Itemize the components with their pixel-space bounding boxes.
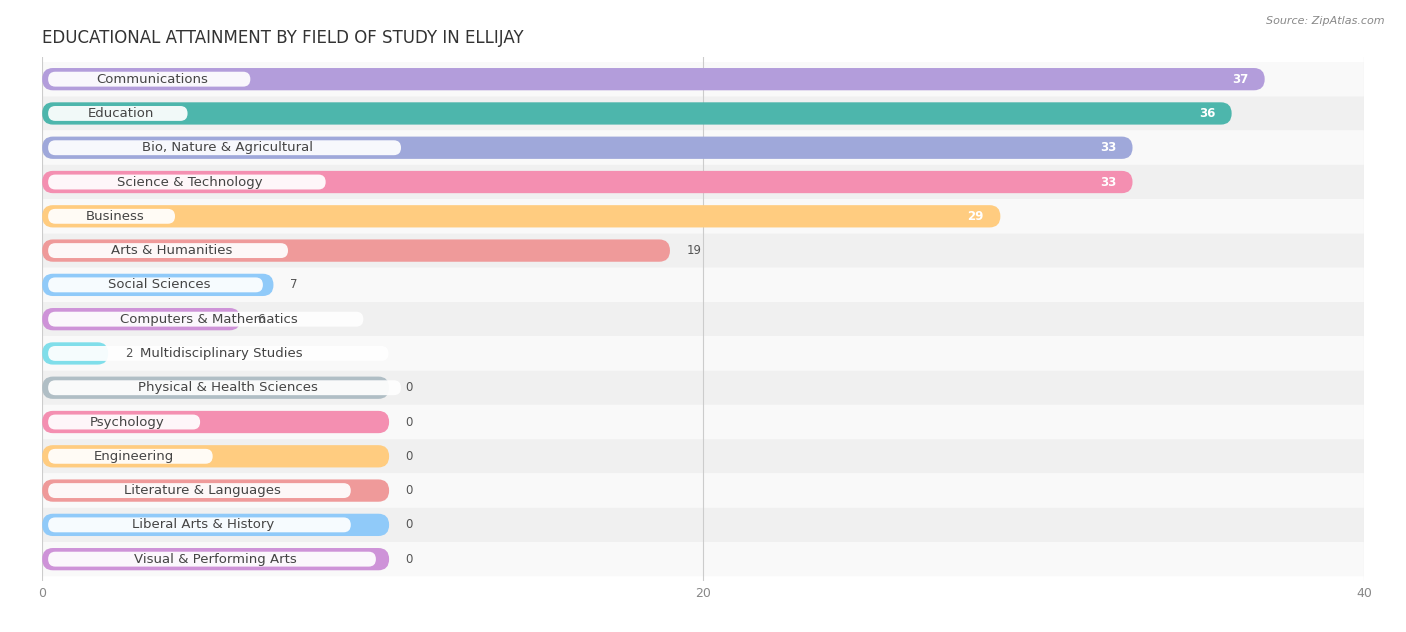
Text: Visual & Performing Arts: Visual & Performing Arts bbox=[134, 552, 297, 566]
Text: Science & Technology: Science & Technology bbox=[117, 176, 263, 188]
FancyBboxPatch shape bbox=[42, 68, 1265, 90]
FancyBboxPatch shape bbox=[42, 199, 1364, 233]
Text: 0: 0 bbox=[405, 415, 413, 428]
FancyBboxPatch shape bbox=[48, 106, 187, 121]
FancyBboxPatch shape bbox=[48, 415, 200, 430]
Text: Communications: Communications bbox=[97, 73, 208, 86]
FancyBboxPatch shape bbox=[48, 277, 263, 293]
Text: 6: 6 bbox=[257, 313, 264, 325]
FancyBboxPatch shape bbox=[42, 274, 273, 296]
Text: Physical & Health Sciences: Physical & Health Sciences bbox=[138, 381, 318, 394]
Text: 2: 2 bbox=[125, 347, 132, 360]
FancyBboxPatch shape bbox=[42, 96, 1364, 131]
FancyBboxPatch shape bbox=[42, 102, 1232, 125]
FancyBboxPatch shape bbox=[48, 209, 174, 224]
FancyBboxPatch shape bbox=[42, 165, 1364, 199]
Text: Source: ZipAtlas.com: Source: ZipAtlas.com bbox=[1267, 16, 1385, 26]
Text: Bio, Nature & Agricultural: Bio, Nature & Agricultural bbox=[142, 141, 314, 154]
Text: Social Sciences: Social Sciences bbox=[108, 278, 209, 291]
FancyBboxPatch shape bbox=[42, 308, 240, 331]
Text: 33: 33 bbox=[1099, 141, 1116, 154]
Text: Psychology: Psychology bbox=[90, 415, 165, 428]
FancyBboxPatch shape bbox=[42, 131, 1364, 165]
Text: 0: 0 bbox=[405, 381, 413, 394]
FancyBboxPatch shape bbox=[48, 140, 401, 155]
FancyBboxPatch shape bbox=[48, 243, 288, 258]
FancyBboxPatch shape bbox=[42, 514, 389, 536]
FancyBboxPatch shape bbox=[48, 449, 212, 464]
Text: 0: 0 bbox=[405, 484, 413, 497]
Text: Liberal Arts & History: Liberal Arts & History bbox=[132, 518, 274, 532]
Text: Multidisciplinary Studies: Multidisciplinary Studies bbox=[141, 347, 302, 360]
Text: Computers & Mathematics: Computers & Mathematics bbox=[120, 313, 298, 325]
Text: 0: 0 bbox=[405, 450, 413, 463]
Text: Literature & Languages: Literature & Languages bbox=[124, 484, 281, 497]
FancyBboxPatch shape bbox=[48, 380, 401, 395]
FancyBboxPatch shape bbox=[42, 62, 1364, 96]
Text: 7: 7 bbox=[290, 278, 298, 291]
Text: 0: 0 bbox=[405, 518, 413, 532]
FancyBboxPatch shape bbox=[42, 343, 108, 365]
FancyBboxPatch shape bbox=[42, 336, 1364, 370]
FancyBboxPatch shape bbox=[42, 370, 1364, 405]
Text: Engineering: Engineering bbox=[94, 450, 174, 463]
Text: Arts & Humanities: Arts & Humanities bbox=[111, 244, 232, 257]
Text: Education: Education bbox=[89, 107, 155, 120]
FancyBboxPatch shape bbox=[48, 552, 375, 567]
Text: Business: Business bbox=[86, 210, 145, 223]
Text: 0: 0 bbox=[405, 552, 413, 566]
FancyBboxPatch shape bbox=[42, 302, 1364, 336]
FancyBboxPatch shape bbox=[48, 312, 363, 327]
Text: 36: 36 bbox=[1199, 107, 1215, 120]
FancyBboxPatch shape bbox=[42, 542, 1364, 576]
FancyBboxPatch shape bbox=[42, 548, 389, 570]
FancyBboxPatch shape bbox=[42, 473, 1364, 507]
Text: EDUCATIONAL ATTAINMENT BY FIELD OF STUDY IN ELLIJAY: EDUCATIONAL ATTAINMENT BY FIELD OF STUDY… bbox=[42, 29, 524, 47]
FancyBboxPatch shape bbox=[42, 411, 389, 433]
FancyBboxPatch shape bbox=[42, 233, 1364, 268]
FancyBboxPatch shape bbox=[48, 71, 250, 87]
FancyBboxPatch shape bbox=[42, 445, 389, 468]
FancyBboxPatch shape bbox=[42, 205, 1000, 228]
FancyBboxPatch shape bbox=[48, 346, 388, 361]
FancyBboxPatch shape bbox=[42, 171, 1133, 193]
Text: 33: 33 bbox=[1099, 176, 1116, 188]
FancyBboxPatch shape bbox=[42, 268, 1364, 302]
FancyBboxPatch shape bbox=[42, 480, 389, 502]
FancyBboxPatch shape bbox=[42, 377, 389, 399]
Text: 19: 19 bbox=[686, 244, 702, 257]
FancyBboxPatch shape bbox=[42, 507, 1364, 542]
FancyBboxPatch shape bbox=[48, 518, 350, 532]
FancyBboxPatch shape bbox=[42, 439, 1364, 473]
FancyBboxPatch shape bbox=[42, 405, 1364, 439]
FancyBboxPatch shape bbox=[48, 483, 350, 498]
FancyBboxPatch shape bbox=[42, 240, 669, 262]
FancyBboxPatch shape bbox=[48, 174, 326, 190]
Text: 37: 37 bbox=[1232, 73, 1249, 86]
FancyBboxPatch shape bbox=[42, 137, 1133, 159]
Text: 29: 29 bbox=[967, 210, 984, 223]
